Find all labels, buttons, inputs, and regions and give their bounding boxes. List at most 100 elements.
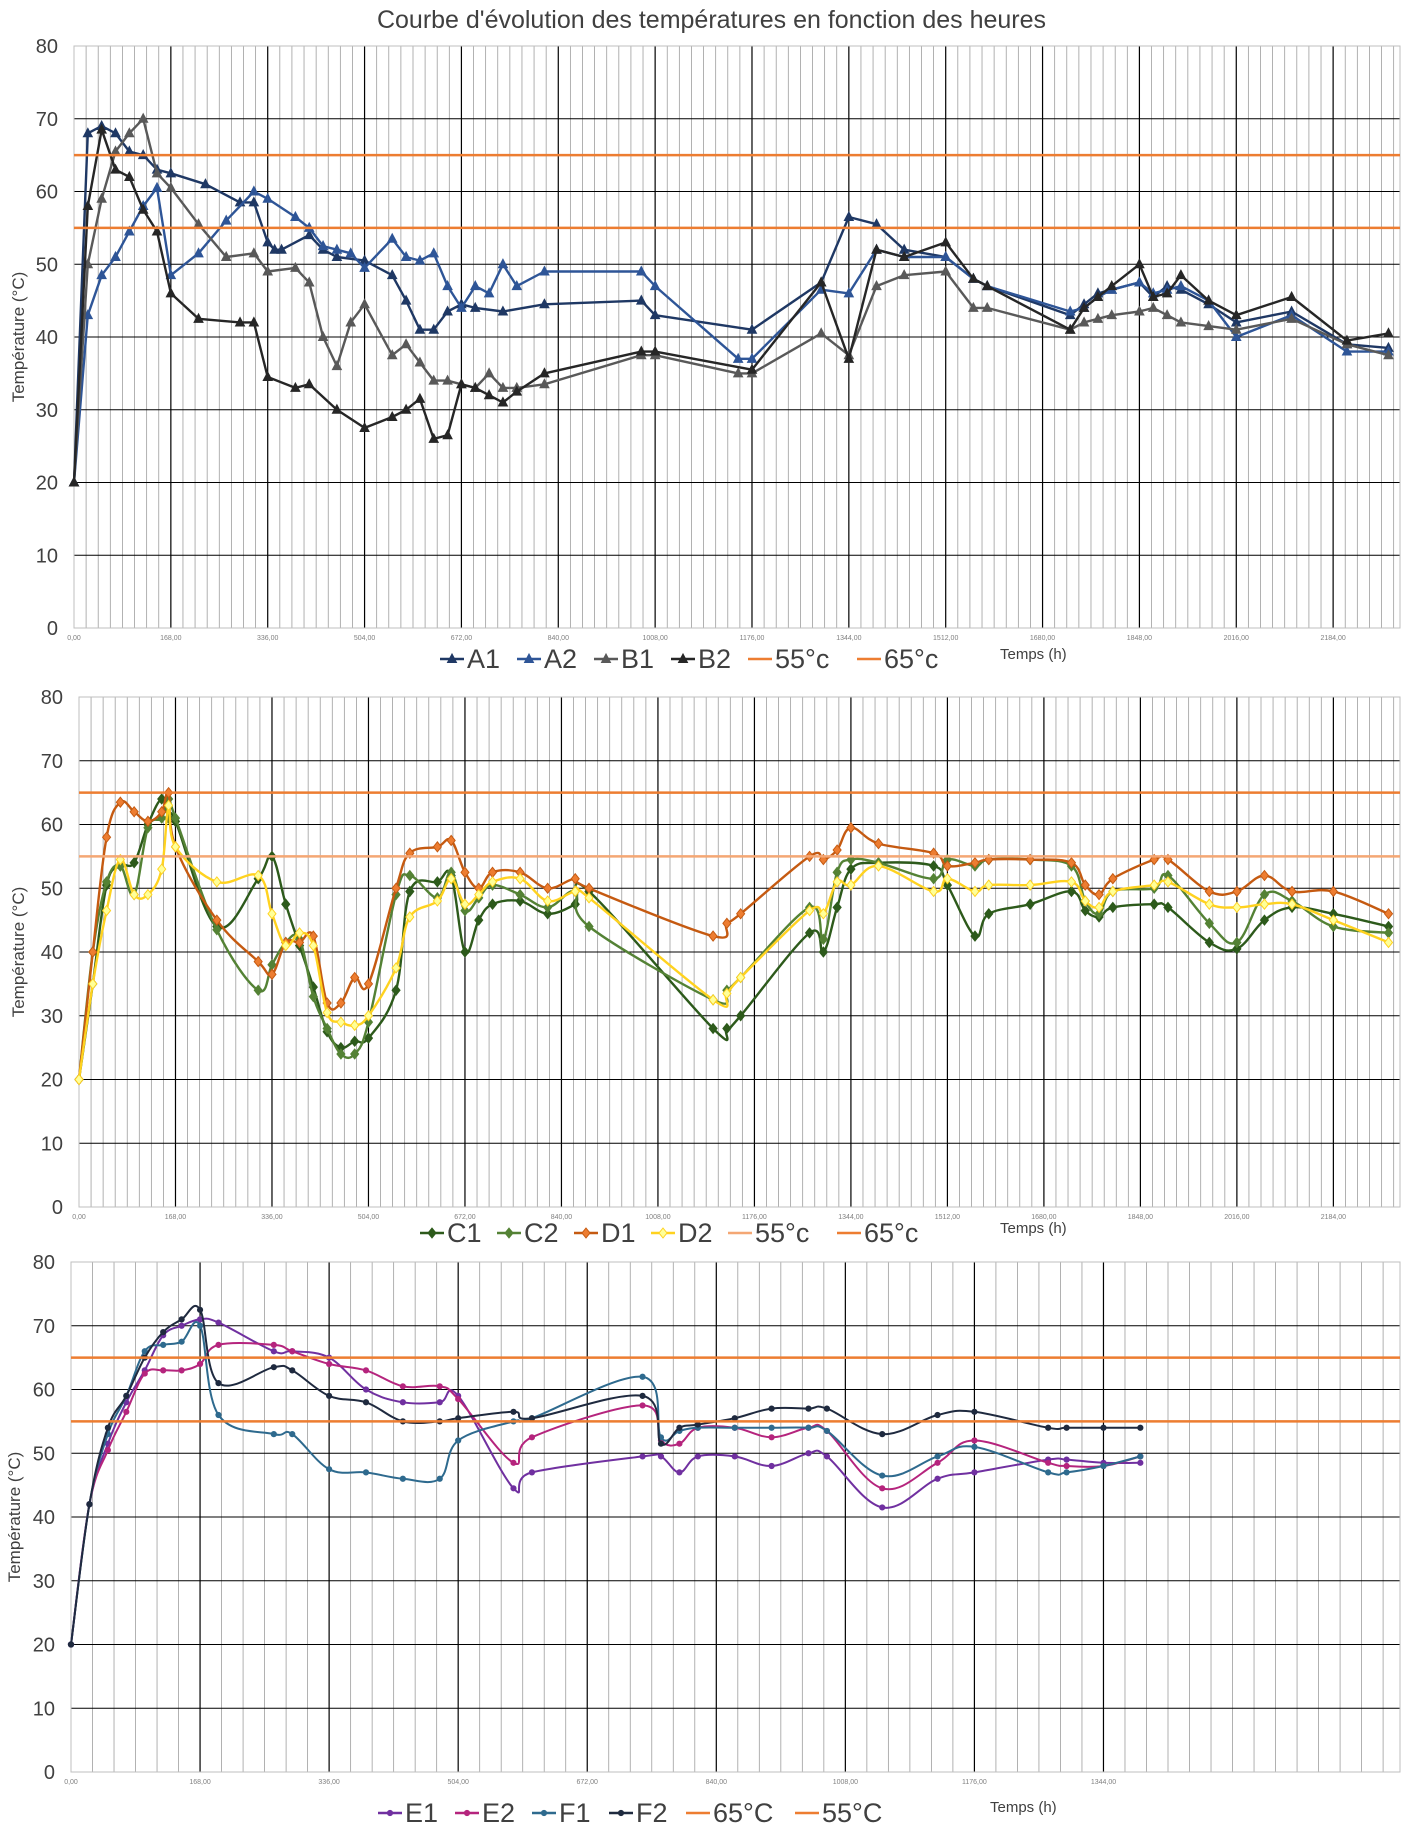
data-point	[170, 812, 181, 824]
data-point	[1045, 1459, 1052, 1466]
legend-label: 55°C	[822, 1798, 882, 1828]
data-point	[436, 1399, 443, 1406]
data-point	[442, 429, 453, 440]
data-point	[1383, 327, 1394, 338]
data-point	[1287, 885, 1297, 898]
data-point	[267, 968, 277, 981]
series-line	[77, 804, 1389, 1080]
y-axis: 0 10 20 30 40 50 60 70 80	[36, 38, 58, 640]
grid	[74, 45, 1400, 629]
data-point	[1078, 301, 1090, 312]
data-point	[160, 1329, 167, 1336]
data-point	[676, 1440, 683, 1447]
data-point	[1203, 294, 1214, 305]
data-point	[483, 389, 495, 400]
legend-item-A1: A1	[440, 644, 500, 674]
data-point	[823, 1453, 831, 1460]
legend-item-55°C: 55°C	[795, 1798, 882, 1828]
data-point	[732, 352, 744, 363]
data-point	[1230, 309, 1242, 320]
data-point	[124, 170, 135, 181]
data-point	[984, 879, 994, 891]
data-point	[1063, 1424, 1070, 1431]
data-point	[350, 1035, 360, 1048]
series-line	[77, 790, 1389, 1080]
data-point	[1383, 936, 1394, 949]
data-point	[178, 1316, 185, 1323]
y-axis: 0 10 20 30 40 50 60 70 80	[33, 1252, 55, 1784]
x-tick-label: 336,00	[261, 1214, 283, 1221]
data-point	[248, 247, 260, 258]
data-point	[469, 381, 481, 392]
legend-label: C1	[447, 1218, 482, 1248]
data-point	[539, 298, 550, 309]
data-point	[981, 301, 993, 312]
data-point	[818, 907, 828, 920]
data-point	[871, 243, 882, 254]
data-point	[584, 920, 594, 933]
x-tick-label: 504,00	[358, 1214, 380, 1221]
data-point	[436, 1475, 443, 1482]
data-point	[768, 1462, 775, 1470]
legend-marker	[581, 1227, 591, 1239]
data-point	[386, 269, 398, 280]
data-point	[267, 907, 277, 920]
y-tick-label: 0	[47, 618, 58, 640]
data-point	[1341, 345, 1353, 356]
data-point	[96, 269, 108, 280]
data-point	[289, 1431, 296, 1438]
data-point	[971, 1408, 978, 1415]
data-point	[234, 316, 246, 327]
x-tick-label: 1176,00	[740, 635, 765, 642]
data-point	[1064, 305, 1076, 316]
data-point	[528, 1469, 536, 1476]
x-tick-label: 168,00	[160, 635, 182, 642]
data-point	[215, 1411, 222, 1419]
data-point	[1383, 349, 1394, 360]
data-point	[1259, 869, 1270, 882]
chart-panel-1: 0 10 20 30 40 50 60 70 80 0,00 168,00 336,00 504,00 6…	[9, 38, 1401, 674]
data-point	[584, 892, 594, 904]
data-point	[178, 1338, 185, 1345]
data-point	[170, 841, 181, 853]
data-point	[157, 863, 167, 875]
data-point	[804, 904, 815, 917]
grid	[71, 1261, 1400, 1773]
data-point	[215, 1380, 222, 1387]
data-point	[639, 1392, 646, 1399]
legend-label: 55°c	[775, 644, 829, 674]
data-point	[331, 360, 343, 371]
data-point	[818, 946, 828, 958]
x-axis-label: Temps (h)	[990, 1799, 1057, 1816]
data-point	[1108, 872, 1118, 885]
data-point	[942, 879, 953, 891]
data-point	[879, 1504, 886, 1511]
y-tick-label: 50	[41, 878, 63, 900]
data-point	[399, 1399, 406, 1406]
data-point	[942, 872, 953, 885]
data-point	[322, 1006, 332, 1019]
data-point	[818, 933, 828, 946]
data-point	[82, 199, 94, 211]
legend: A1 A2 B1 B2 55°c 65°c	[440, 644, 938, 674]
data-point	[414, 392, 426, 403]
data-point	[336, 997, 346, 1009]
x-tick-label: 1848,00	[1127, 635, 1152, 642]
data-point	[200, 178, 211, 189]
data-point	[515, 888, 525, 901]
data-point	[1203, 320, 1214, 331]
series-F2	[67, 1304, 1144, 1648]
legend-item-C1: C1	[420, 1218, 482, 1248]
data-point	[151, 225, 163, 236]
x-tick-label: 336,00	[257, 635, 279, 642]
data-point	[804, 927, 815, 939]
data-point	[510, 1459, 517, 1466]
x-tick-label: 1344,00	[838, 1214, 863, 1221]
x-tick-label: 672,00	[451, 635, 473, 642]
legend-item-B2: B2	[671, 644, 731, 674]
data-point	[143, 821, 153, 834]
series-line	[72, 117, 1389, 483]
data-point	[1175, 280, 1187, 291]
y-tick-label: 70	[41, 751, 63, 773]
data-point	[746, 352, 758, 363]
